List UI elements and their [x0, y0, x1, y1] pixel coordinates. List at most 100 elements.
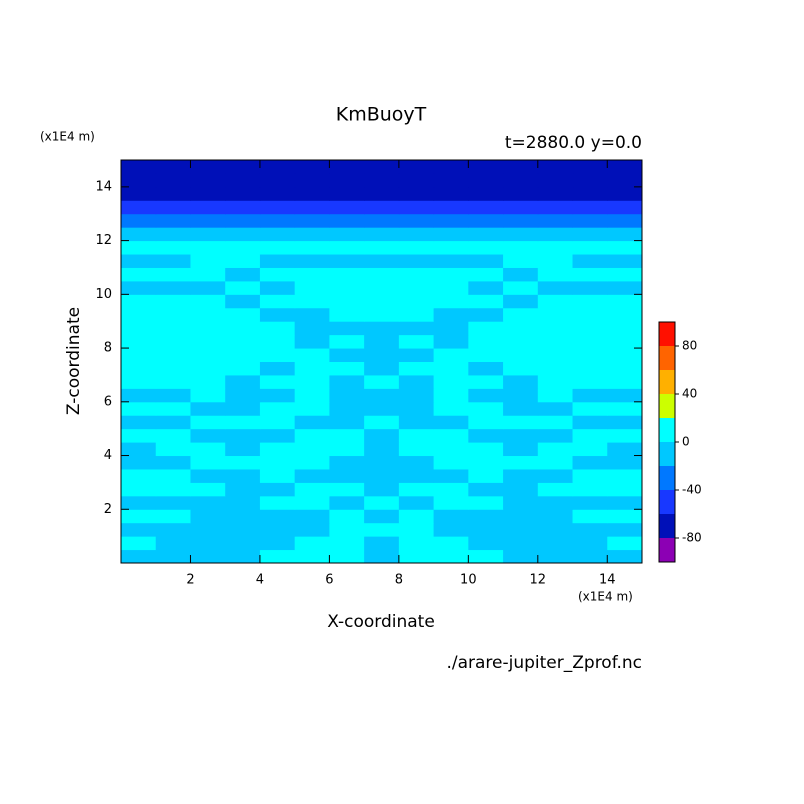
contour-cell — [364, 388, 400, 403]
contour-cell — [294, 227, 330, 242]
contour-cell — [537, 200, 574, 215]
contour-cell — [398, 186, 435, 201]
contour-cell — [190, 549, 226, 564]
contour-cell — [503, 415, 539, 430]
contour-cell — [329, 321, 365, 336]
contour-cell — [225, 495, 261, 510]
contour-cell — [329, 280, 365, 295]
x-tick-label: 6 — [325, 573, 333, 588]
contour-cell — [294, 160, 330, 174]
contour-cell — [329, 455, 365, 470]
contour-cell — [225, 160, 261, 174]
contour-cell — [259, 361, 296, 376]
colorbar-tick-label: -40 — [682, 483, 702, 497]
contour-cell — [433, 495, 469, 510]
contour-cell — [294, 267, 330, 282]
contour-cell — [503, 160, 539, 174]
contour-cell — [572, 280, 608, 295]
contour-cell — [364, 186, 400, 201]
contour-cell — [329, 482, 365, 497]
contour-cell — [155, 200, 191, 215]
contour-cell — [468, 388, 504, 403]
colorbar-swatch — [659, 466, 675, 490]
contour-cell — [190, 468, 226, 483]
contour-cell — [607, 482, 643, 497]
contour-cell — [225, 522, 261, 537]
contour-cell — [398, 536, 435, 551]
contour-cell — [121, 173, 157, 188]
colorbar-swatch — [659, 322, 675, 346]
plot-frame — [120, 159, 643, 564]
contour-cell — [572, 549, 608, 564]
contour-cell — [468, 509, 504, 524]
contour-cell — [121, 254, 157, 268]
contour-cell — [225, 213, 261, 228]
contour-cell — [155, 186, 191, 201]
contour-cell — [259, 428, 296, 443]
contour-cell — [503, 522, 539, 537]
contour-cell — [121, 415, 157, 430]
contour-cell — [155, 536, 191, 551]
colorbar-swatch — [659, 538, 675, 562]
contour-cell — [329, 307, 365, 322]
contour-cell — [433, 200, 469, 215]
contour-cell — [398, 240, 435, 255]
contour-cell — [294, 307, 330, 322]
contour-cell — [503, 348, 539, 362]
contour-cell — [537, 549, 574, 564]
contour-cell — [572, 442, 608, 457]
contour-cell — [503, 361, 539, 376]
contour-cell — [398, 254, 435, 268]
contour-cell — [329, 160, 365, 174]
contour-cell — [398, 522, 435, 537]
contour-cell — [433, 186, 469, 201]
contour-cell — [537, 334, 574, 349]
contour-cell — [398, 267, 435, 282]
y-axis-label: Z-coordinate — [64, 307, 84, 415]
contour-cell — [503, 307, 539, 322]
contour-cell — [398, 388, 435, 403]
contour-cell — [572, 388, 608, 403]
contour-cell — [398, 173, 435, 188]
contour-cell — [537, 455, 574, 470]
contour-cell — [468, 374, 504, 389]
contour-cell — [329, 294, 365, 309]
contour-cell — [329, 549, 365, 564]
contour-cell — [190, 401, 226, 416]
contour-cell — [364, 227, 400, 242]
contour-cell — [468, 549, 504, 564]
contour-cell — [572, 173, 608, 188]
contour-cell — [607, 294, 643, 309]
x-tick-label: 4 — [256, 573, 264, 588]
contour-cell — [190, 254, 226, 268]
contour-cell — [225, 200, 261, 215]
contour-cell — [225, 240, 261, 255]
contour-cell — [225, 173, 261, 188]
contour-cell — [572, 200, 608, 215]
colorbar-swatch — [659, 490, 675, 514]
contour-cell — [607, 522, 643, 537]
contour-cell — [155, 173, 191, 188]
contour-cell — [433, 240, 469, 255]
contour-cell — [364, 522, 400, 537]
contour-cell — [398, 307, 435, 322]
contour-cell — [364, 213, 400, 228]
contour-cell — [537, 428, 574, 443]
contour-cell — [433, 227, 469, 242]
y-tick-label: 8 — [104, 341, 112, 356]
contour-cell — [468, 401, 504, 416]
contour-cell — [121, 549, 157, 564]
contour-cell — [329, 495, 365, 510]
contour-cell — [433, 549, 469, 564]
contour-cell — [190, 348, 226, 362]
contour-cell — [155, 482, 191, 497]
contour-cell — [259, 334, 296, 349]
contour-cell — [537, 294, 574, 309]
contour-cell — [503, 240, 539, 255]
contour-cell — [572, 374, 608, 389]
contour-cell — [294, 254, 330, 268]
contour-cell — [537, 348, 574, 362]
contour-cell — [398, 401, 435, 416]
contour-cell — [329, 334, 365, 349]
contour-cell — [537, 186, 574, 201]
